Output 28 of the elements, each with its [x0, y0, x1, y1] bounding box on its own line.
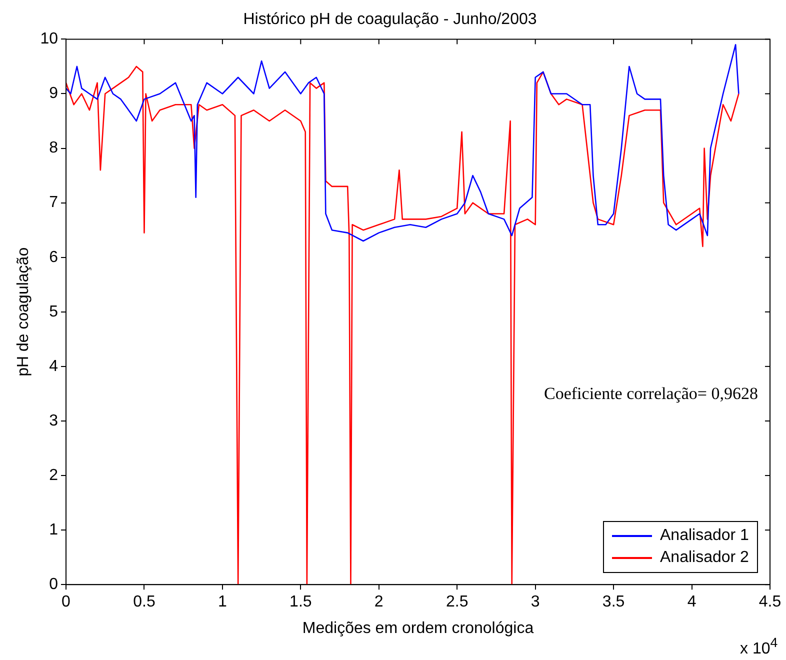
legend-label: Analisador 1 — [660, 526, 749, 546]
x-tick-label: 4 — [687, 594, 696, 611]
y-tick-label: 7 — [49, 194, 58, 212]
x-tick-label: 2 — [374, 594, 384, 611]
y-tick-label: 5 — [49, 303, 58, 320]
text: x 10$^{4}$ — [740, 635, 778, 658]
y-tick-label: 3 — [49, 412, 58, 430]
y-tick-label: 4 — [49, 358, 58, 375]
x-tick-label: 2.5 — [446, 594, 468, 611]
x-axis-title: Medições em ordem cronológica — [302, 620, 534, 637]
x-tick-label: 4.5 — [758, 594, 782, 611]
x-tick-label: 1 — [218, 594, 227, 611]
y-tick-label: 0 — [49, 576, 58, 594]
y-tick-label: 2 — [49, 466, 58, 484]
y-tick-label: 1 — [49, 521, 58, 538]
y-tick-label: 6 — [49, 248, 58, 266]
y-tick-label: 8 — [49, 140, 58, 157]
y-tick-label: 9 — [49, 85, 58, 102]
x-tick-label: 0.5 — [133, 594, 156, 611]
x-tick-label: 0 — [62, 594, 71, 611]
x-tick-label: 3.5 — [602, 594, 625, 611]
x-tick-label: 1.5 — [290, 594, 312, 611]
chart-title: Histórico pH de coagulação - Junho/2003 — [243, 11, 537, 28]
y-tick-label: 10 — [40, 30, 58, 48]
x-tick-label: 3 — [530, 594, 540, 611]
legend-label: Analisador 2 — [660, 548, 749, 568]
y-axis-title: pH de coagulação — [15, 247, 32, 376]
annotation: Coeficiente correlação= 0,9628 — [544, 384, 758, 404]
